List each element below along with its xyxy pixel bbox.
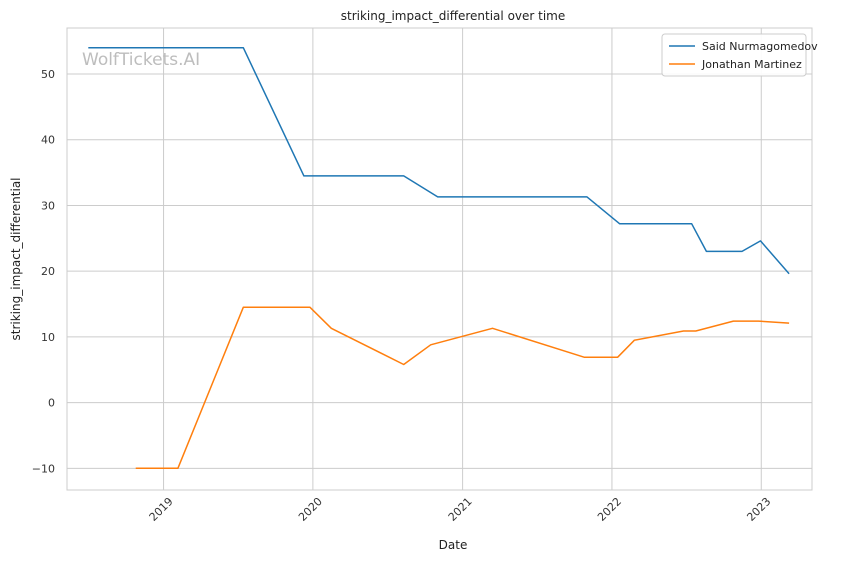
- y-tick-labels: −10 0 10 20 30 40 50: [32, 68, 55, 475]
- y-tick-label: 20: [41, 265, 55, 278]
- x-axis-title: Date: [439, 538, 468, 552]
- x-tick-label: 2021: [446, 495, 475, 524]
- legend: Said Nurmagomedov Jonathan Martinez: [661, 33, 818, 77]
- y-tick-label: 50: [41, 68, 55, 81]
- plot-frame: [66, 27, 813, 491]
- watermark-text: WolfTickets.AI: [82, 50, 200, 70]
- grid-lines: [67, 28, 812, 490]
- x-tick-label: 2022: [595, 495, 624, 524]
- series-line-0: [88, 46, 790, 275]
- series-group: [88, 46, 790, 470]
- y-tick-label: 30: [41, 199, 55, 212]
- x-tick-label: 2023: [744, 495, 773, 524]
- y-tick-label: −10: [32, 462, 55, 475]
- legend-label: Jonathan Martinez: [701, 58, 802, 71]
- x-tick-labels: 2019 2020 2021 2022 2023: [147, 495, 774, 524]
- series-line-1: [135, 306, 790, 470]
- legend-label: Said Nurmagomedov: [702, 40, 818, 53]
- y-tick-label: 0: [48, 397, 55, 410]
- x-tick-label: 2019: [147, 495, 176, 524]
- chart-title: striking_impact_differential over time: [341, 9, 566, 23]
- y-tick-label: 10: [41, 331, 55, 344]
- y-axis-title: striking_impact_differential: [9, 177, 23, 340]
- x-tick-label: 2020: [296, 495, 325, 524]
- legend-box: [661, 33, 807, 77]
- y-tick-label: 40: [41, 134, 55, 147]
